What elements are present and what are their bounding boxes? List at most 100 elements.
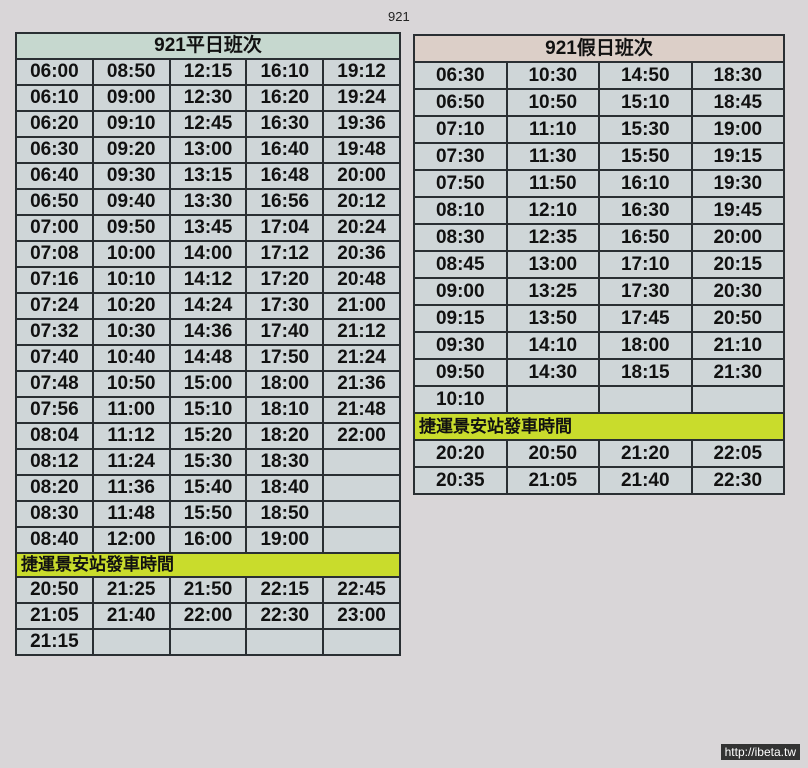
time-cell: 17:30 <box>598 277 693 306</box>
time-cell: 06:00 <box>15 58 94 86</box>
table-row: 07:56 11:00 15:10 18:10 21:48 <box>15 396 401 424</box>
time-cell: 10:10 <box>413 385 508 414</box>
table-row: 07:00 09:50 13:45 17:04 20:24 <box>15 214 401 242</box>
time-cell <box>322 526 401 554</box>
time-cell: 12:30 <box>168 84 248 112</box>
time-cell <box>168 628 248 656</box>
time-cell: 14:10 <box>505 331 600 360</box>
time-cell: 20:36 <box>322 240 401 268</box>
time-cell: 16:50 <box>598 223 693 252</box>
time-cell: 21:20 <box>598 439 693 468</box>
table-row: 07:30 11:30 15:50 19:15 <box>413 142 785 171</box>
time-cell: 13:30 <box>168 188 248 216</box>
table-row: 06:00 08:50 12:15 16:10 19:12 <box>15 58 401 86</box>
time-cell: 16:10 <box>245 58 325 86</box>
time-cell: 18:00 <box>598 331 693 360</box>
time-cell: 16:56 <box>245 188 325 216</box>
time-cell: 07:16 <box>15 266 94 294</box>
time-cell: 17:04 <box>245 214 325 242</box>
time-cell: 17:20 <box>245 266 325 294</box>
time-cell: 22:15 <box>245 576 325 604</box>
time-cell: 11:12 <box>91 422 171 450</box>
time-cell: 16:30 <box>598 196 693 225</box>
time-cell: 07:30 <box>413 142 508 171</box>
time-cell: 21:12 <box>322 318 401 346</box>
table-title: 921假日班次 <box>413 34 785 63</box>
time-cell: 16:48 <box>245 162 325 190</box>
time-cell: 20:12 <box>322 188 401 216</box>
time-cell: 19:00 <box>690 115 785 144</box>
time-cell: 06:50 <box>15 188 94 216</box>
time-cell: 07:48 <box>15 370 94 398</box>
time-cell: 20:35 <box>413 466 508 495</box>
time-cell: 11:48 <box>91 500 171 528</box>
time-cell: 09:30 <box>413 331 508 360</box>
time-cell: 16:00 <box>168 526 248 554</box>
table-row: 06:50 10:50 15:10 18:45 <box>413 88 785 117</box>
time-cell: 16:10 <box>598 169 693 198</box>
table-row: 09:50 14:30 18:15 21:30 <box>413 358 785 387</box>
time-cell: 18:40 <box>245 474 325 502</box>
time-cell: 08:40 <box>15 526 94 554</box>
table-row: 06:40 09:30 13:15 16:48 20:00 <box>15 162 401 190</box>
time-cell: 06:40 <box>15 162 94 190</box>
time-cell: 10:50 <box>505 88 600 117</box>
holiday-schedule-table: 921假日班次 06:30 10:30 14:50 18:30 06:50 10:50 15:… <box>413 34 785 495</box>
time-cell: 06:30 <box>15 136 94 164</box>
time-cell: 18:30 <box>690 61 785 90</box>
time-cell: 10:20 <box>91 292 171 320</box>
time-cell: 07:00 <box>15 214 94 242</box>
time-cell: 14:24 <box>168 292 248 320</box>
time-cell: 19:00 <box>245 526 325 554</box>
time-cell: 20:00 <box>690 223 785 252</box>
time-cell: 21:25 <box>91 576 171 604</box>
time-cell: 21:05 <box>15 602 94 630</box>
time-cell: 15:10 <box>168 396 248 424</box>
time-cell: 15:40 <box>168 474 248 502</box>
time-cell: 12:35 <box>505 223 600 252</box>
mrt-departure-label: 捷運景安站發車時間 <box>15 552 401 578</box>
time-cell: 14:50 <box>598 61 693 90</box>
time-cell: 10:30 <box>505 61 600 90</box>
time-cell: 15:50 <box>598 142 693 171</box>
table-row: 07:16 10:10 14:12 17:20 20:48 <box>15 266 401 294</box>
table-row: 08:40 12:00 16:00 19:00 <box>15 526 401 554</box>
time-cell <box>91 628 171 656</box>
time-cell: 10:50 <box>91 370 171 398</box>
time-cell: 08:30 <box>413 223 508 252</box>
mrt-departure-label: 捷運景安站發車時間 <box>413 412 785 441</box>
time-cell <box>690 385 785 414</box>
time-cell: 10:10 <box>91 266 171 294</box>
table-row: 07:50 11:50 16:10 19:30 <box>413 169 785 198</box>
time-cell: 18:10 <box>245 396 325 424</box>
mrt-row: 20:50 21:25 21:50 22:15 22:45 <box>15 576 401 604</box>
watermark: http://ibeta.tw <box>720 744 800 760</box>
table-row: 09:00 13:25 17:30 20:30 <box>413 277 785 306</box>
time-cell: 22:00 <box>168 602 248 630</box>
time-cell: 06:20 <box>15 110 94 138</box>
time-cell: 09:10 <box>91 110 171 138</box>
time-cell: 15:10 <box>598 88 693 117</box>
time-cell: 08:45 <box>413 250 508 279</box>
time-cell: 08:30 <box>15 500 94 528</box>
time-cell: 08:12 <box>15 448 94 476</box>
time-cell: 22:45 <box>322 576 401 604</box>
time-cell: 09:20 <box>91 136 171 164</box>
time-cell: 20:50 <box>505 439 600 468</box>
time-cell: 10:00 <box>91 240 171 268</box>
time-cell: 20:48 <box>322 266 401 294</box>
table-row: 06:10 09:00 12:30 16:20 19:24 <box>15 84 401 112</box>
table-row: 10:10 <box>413 385 785 414</box>
time-cell: 17:45 <box>598 304 693 333</box>
time-cell: 21:00 <box>322 292 401 320</box>
table-row: 07:24 10:20 14:24 17:30 21:00 <box>15 292 401 320</box>
time-cell: 06:30 <box>413 61 508 90</box>
time-cell: 17:30 <box>245 292 325 320</box>
time-cell: 09:40 <box>91 188 171 216</box>
time-cell: 16:20 <box>245 84 325 112</box>
time-cell: 15:30 <box>598 115 693 144</box>
time-cell: 21:40 <box>91 602 171 630</box>
time-cell: 22:30 <box>690 466 785 495</box>
time-cell: 06:50 <box>413 88 508 117</box>
time-cell: 07:10 <box>413 115 508 144</box>
